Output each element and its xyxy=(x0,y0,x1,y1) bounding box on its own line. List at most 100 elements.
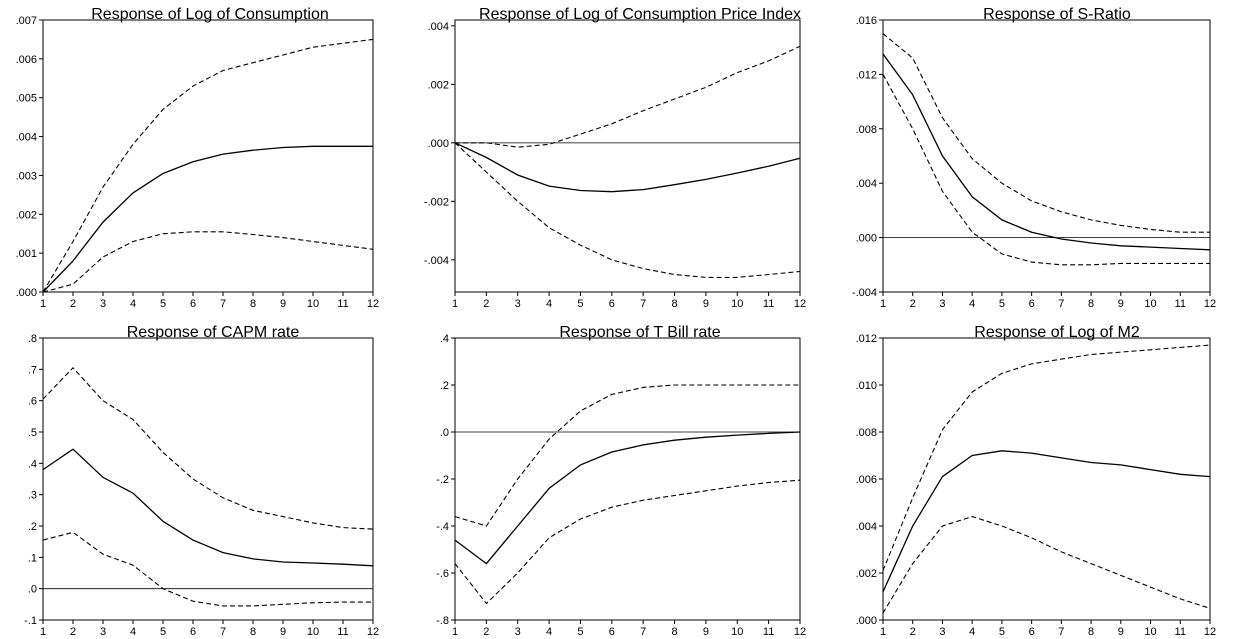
y-tick-label: -.2 xyxy=(436,474,449,486)
lower-band-line xyxy=(42,231,374,293)
y-tick-label: .4 xyxy=(28,458,37,470)
y-tick-label: .3 xyxy=(28,490,37,502)
lower-band-line xyxy=(882,74,1210,266)
y-tick-label: -.004 xyxy=(852,287,877,299)
x-tick-label: 3 xyxy=(939,626,945,638)
upper-band-line xyxy=(454,384,800,527)
x-tick-label: 8 xyxy=(250,298,256,310)
y-tick-label: .005 xyxy=(16,93,37,105)
x-tick-label: 10 xyxy=(1144,298,1156,310)
upper-band-line xyxy=(455,45,801,148)
lower-band-line xyxy=(454,142,801,278)
x-tick-label: 1 xyxy=(40,298,46,310)
x-tick-label: 1 xyxy=(880,298,886,310)
x-tick-label: 2 xyxy=(910,298,916,310)
y-tick-label: .6 xyxy=(28,396,37,408)
x-tick-label: 1 xyxy=(40,626,46,638)
x-tick-label: 12 xyxy=(367,626,379,638)
chart-panel: Response of Log of Consumption Price Ind… xyxy=(424,6,806,310)
x-tick-label: 3 xyxy=(515,298,521,310)
x-tick-label: 2 xyxy=(483,626,489,638)
response-line xyxy=(42,448,374,567)
response-line xyxy=(882,53,1211,251)
x-tick-label: 8 xyxy=(1088,626,1094,638)
x-tick-label: 10 xyxy=(1144,626,1156,638)
chart-title: Response of Log of M2 xyxy=(974,324,1140,341)
response-line xyxy=(882,450,1211,593)
y-tick-label: .004 xyxy=(856,521,877,533)
x-tick-label: 7 xyxy=(220,626,226,638)
y-tick-label: .0 xyxy=(440,427,449,439)
x-tick-label: 11 xyxy=(337,298,348,310)
x-tick-label: 6 xyxy=(1029,626,1035,638)
x-tick-label: 2 xyxy=(70,626,76,638)
response-line xyxy=(454,142,801,193)
chart-title: Response of S-Ratio xyxy=(983,6,1131,23)
x-tick-label: 6 xyxy=(190,298,196,310)
chart-panel: Response of CAPM rate -.1 .0 .1 .2 .3 .4 .5 .6 .7… xyxy=(24,324,379,638)
x-tick-label: 6 xyxy=(1029,298,1035,310)
y-tick-label: .012 xyxy=(856,69,877,81)
y-tick-label: .004 xyxy=(428,21,449,33)
y-tick-label: .000 xyxy=(428,138,449,150)
x-tick-label: 12 xyxy=(794,298,806,310)
upper-band-line xyxy=(42,366,374,530)
y-tick-label: .002 xyxy=(428,79,449,91)
x-tick-label: 9 xyxy=(1118,626,1124,638)
x-tick-label: 12 xyxy=(1204,298,1216,310)
response-line xyxy=(42,145,373,293)
x-tick-label: 5 xyxy=(999,298,1005,310)
x-tick-label: 4 xyxy=(969,298,975,310)
y-tick-label: -.1 xyxy=(24,615,37,627)
x-tick-label: 12 xyxy=(1204,626,1216,638)
x-tick-label: 11 xyxy=(337,626,348,638)
lower-band-line xyxy=(42,531,373,607)
y-tick-label: .4 xyxy=(440,333,449,345)
y-tick-label: .008 xyxy=(856,427,877,439)
x-tick-label: 9 xyxy=(280,298,286,310)
y-tick-label: .2 xyxy=(440,380,449,392)
x-tick-label: 4 xyxy=(130,626,136,638)
chart-title: Response of Log of Consumption xyxy=(91,6,328,23)
x-tick-label: 3 xyxy=(100,298,106,310)
x-tick-label: 7 xyxy=(640,626,646,638)
x-tick-label: 4 xyxy=(546,298,552,310)
y-tick-label: .000 xyxy=(856,615,877,627)
x-tick-label: 4 xyxy=(130,298,136,310)
lower-band-line xyxy=(882,516,1211,614)
x-tick-label: 3 xyxy=(515,626,521,638)
x-tick-label: 11 xyxy=(763,298,774,310)
x-tick-label: 10 xyxy=(307,298,319,310)
x-tick-label: 12 xyxy=(367,298,379,310)
x-tick-label: 5 xyxy=(160,626,166,638)
chart-panel: Response of Log of M2 .000 .002 .004 .006 .00… xyxy=(856,324,1217,638)
chart-panel: Response of T Bill rate -.8 -.6 -.4 -.2 .0 .2.… xyxy=(436,324,806,638)
x-tick-label: 9 xyxy=(1118,298,1124,310)
x-tick-label: 6 xyxy=(190,626,196,638)
x-tick-label: 2 xyxy=(70,298,76,310)
plot-frame xyxy=(882,19,1211,293)
x-tick-label: 6 xyxy=(609,626,615,638)
y-tick-label: .2 xyxy=(28,521,37,533)
plot-frame xyxy=(454,19,801,293)
x-tick-label: 6 xyxy=(609,298,615,310)
x-tick-label: 2 xyxy=(910,626,916,638)
x-tick-label: 8 xyxy=(671,626,677,638)
chart-title: Response of CAPM rate xyxy=(127,324,300,341)
upper-band-line xyxy=(42,38,374,293)
response-line xyxy=(454,431,801,565)
x-tick-label: 9 xyxy=(703,298,709,310)
x-tick-label: 11 xyxy=(1175,298,1186,310)
x-tick-label: 7 xyxy=(1058,626,1064,638)
x-tick-label: 3 xyxy=(939,298,945,310)
y-tick-label: .1 xyxy=(28,552,37,564)
x-tick-label: 7 xyxy=(640,298,646,310)
y-tick-label: .008 xyxy=(856,124,877,136)
y-tick-label: .006 xyxy=(856,474,877,486)
x-tick-label: 5 xyxy=(577,626,583,638)
plot-frame xyxy=(42,337,374,621)
x-tick-label: 1 xyxy=(452,626,458,638)
y-tick-label: .012 xyxy=(856,333,877,345)
x-tick-label: 9 xyxy=(280,626,286,638)
